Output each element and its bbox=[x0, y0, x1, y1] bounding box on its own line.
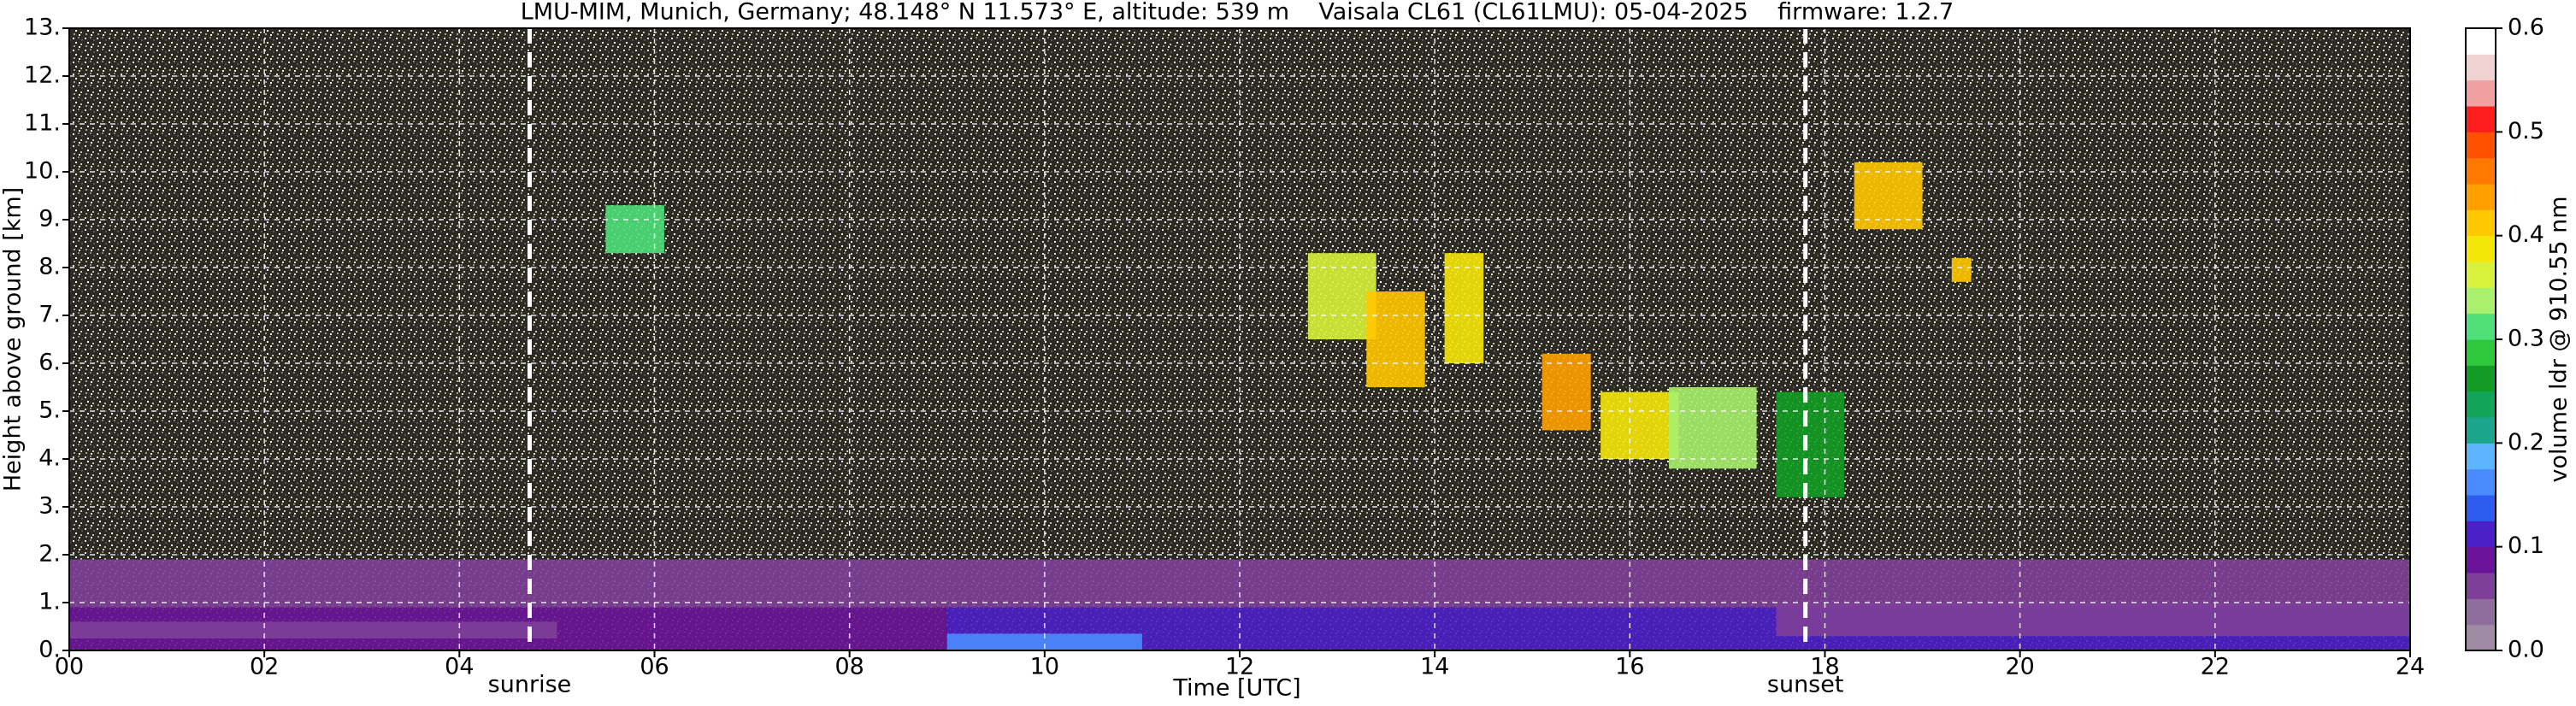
x-tick-label: 24 bbox=[2396, 654, 2425, 680]
colorbar-segment bbox=[2466, 391, 2496, 418]
colorbar-segment bbox=[2466, 313, 2496, 340]
x-axis-label: Time [UTC] bbox=[1172, 675, 1300, 702]
x-tick-label: 08 bbox=[834, 654, 864, 680]
ldr-region bbox=[1951, 257, 1972, 282]
colorbar-tick-label: 0.6 bbox=[2508, 15, 2544, 41]
ldr-region bbox=[69, 621, 557, 638]
ldr-region bbox=[1776, 391, 1845, 497]
y-tick-label: 9. bbox=[38, 206, 61, 232]
ldr-region bbox=[1668, 387, 1757, 469]
colorbar-segment bbox=[2466, 209, 2496, 237]
y-tick-label: 6. bbox=[38, 350, 61, 376]
plot-frame bbox=[68, 27, 2411, 651]
colorbar-tick-label: 0.1 bbox=[2508, 532, 2544, 559]
colorbar-segment bbox=[2466, 443, 2496, 470]
x-tick-label: 04 bbox=[445, 654, 474, 680]
colorbar-segment bbox=[2466, 28, 2496, 55]
colorbar-label: volume ldr @ 910.55 nm bbox=[2546, 197, 2573, 483]
colorbar-segment bbox=[2466, 573, 2496, 599]
colorbar-segment bbox=[2466, 598, 2496, 626]
x-tick-label: 10 bbox=[1030, 654, 1059, 680]
y-tick-label: 0. bbox=[38, 637, 61, 663]
colorbar-segment bbox=[2466, 157, 2496, 185]
x-tick-label: 18 bbox=[1810, 654, 1839, 680]
ldr-region bbox=[1541, 353, 1591, 431]
annotation-label: sunset bbox=[1767, 672, 1844, 698]
colorbar-segment bbox=[2466, 106, 2496, 132]
y-tick-label: 11. bbox=[24, 110, 61, 137]
x-tick-label: 14 bbox=[1420, 654, 1449, 680]
colorbar-segment bbox=[2466, 365, 2496, 392]
colorbar-segment bbox=[2466, 235, 2496, 262]
y-tick-label: 5. bbox=[38, 397, 61, 424]
colorbar-tick-label: 0.5 bbox=[2508, 118, 2544, 144]
x-tick-label: 12 bbox=[1225, 654, 1254, 680]
ldr-region bbox=[1854, 162, 1923, 230]
colorbar-segment bbox=[2466, 287, 2496, 315]
ldr-region bbox=[1776, 603, 2410, 637]
y-tick-label: 7. bbox=[38, 302, 61, 328]
colorbar-tick-label: 0.0 bbox=[2508, 637, 2544, 663]
colorbar-segment bbox=[2466, 132, 2496, 159]
ldr-region bbox=[605, 205, 664, 254]
y-tick-label: 2. bbox=[38, 541, 61, 568]
chart-title: LMU-MIM, Munich, Germany; 48.148° N 11.5… bbox=[521, 0, 1954, 26]
x-tick-label: 22 bbox=[2201, 654, 2230, 680]
y-tick-label: 10. bbox=[24, 158, 61, 185]
colorbar-segment bbox=[2466, 468, 2496, 496]
ldr-region bbox=[1366, 291, 1425, 387]
x-tick-label: 16 bbox=[1615, 654, 1644, 680]
colorbar-segment bbox=[2466, 184, 2496, 210]
colorbar-segment bbox=[2466, 79, 2496, 107]
colorbar-tick-label: 0.2 bbox=[2508, 429, 2544, 456]
colorbar-segment bbox=[2466, 417, 2496, 444]
ldr-region bbox=[1307, 253, 1376, 339]
ldr-region bbox=[946, 633, 1142, 650]
ldr-region bbox=[1600, 391, 1679, 459]
y-tick-label: 1. bbox=[38, 589, 61, 615]
colorbar-segment bbox=[2466, 495, 2496, 521]
colorbar-segment bbox=[2466, 262, 2496, 288]
y-axis-label: Height above ground [km] bbox=[0, 187, 27, 491]
x-tick-label: 00 bbox=[55, 654, 84, 680]
y-tick-label: 8. bbox=[38, 254, 61, 280]
colorbar-tick-label: 0.3 bbox=[2508, 326, 2544, 352]
y-tick-label: 4. bbox=[38, 445, 61, 472]
colorbar-segment bbox=[2466, 546, 2496, 574]
x-tick-label: 06 bbox=[640, 654, 669, 680]
colorbar-segment bbox=[2466, 521, 2496, 548]
ldr-region bbox=[1444, 253, 1484, 363]
y-tick-label: 12. bbox=[24, 62, 61, 89]
annotation-label: sunrise bbox=[488, 672, 572, 698]
colorbar-tick-label: 0.4 bbox=[2508, 221, 2544, 248]
x-tick-label: 20 bbox=[2005, 654, 2034, 680]
y-tick-label: 3. bbox=[38, 493, 61, 520]
x-tick-label: 02 bbox=[250, 654, 279, 680]
y-tick-label: 13. bbox=[24, 15, 61, 41]
colorbar-segment bbox=[2466, 339, 2496, 366]
colorbar-segment bbox=[2466, 54, 2496, 81]
colorbar-segment bbox=[2466, 624, 2496, 651]
